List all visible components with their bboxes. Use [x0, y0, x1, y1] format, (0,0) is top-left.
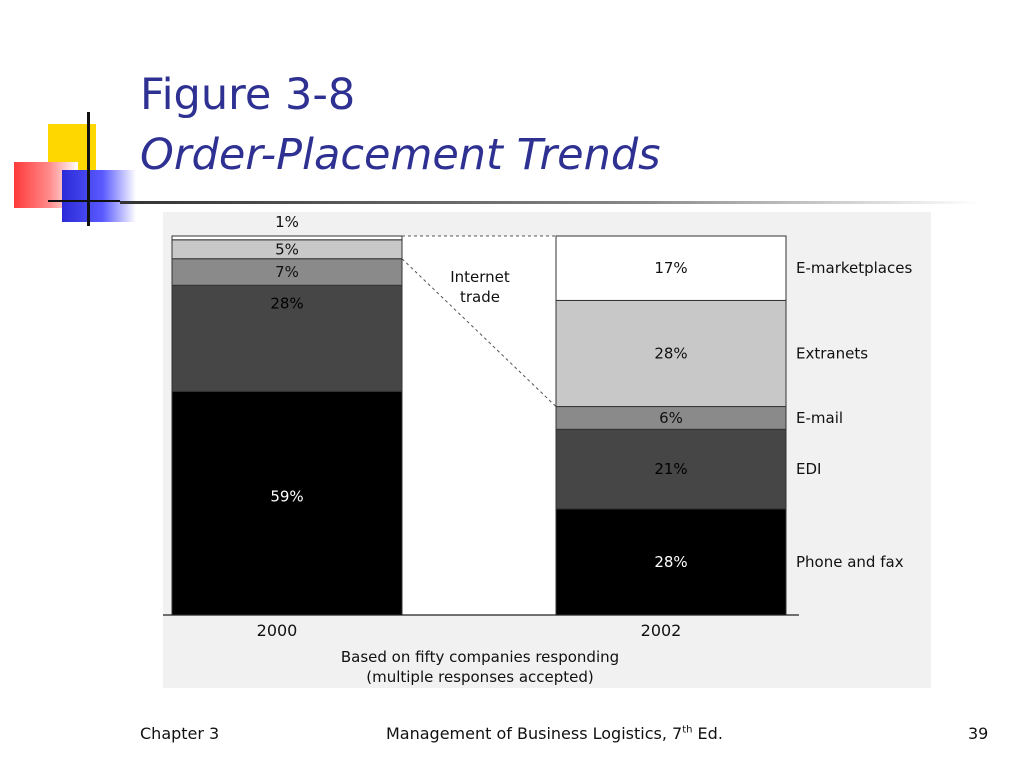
- data-label-2000-email: 7%: [275, 263, 299, 281]
- chart-note-line2: (multiple responses accepted): [366, 668, 594, 686]
- annotation-internet-trade: Internet trade: [450, 268, 510, 306]
- data-label-2002-e-marketplaces: 17%: [654, 259, 687, 277]
- data-label-2002-edi: 21%: [654, 460, 687, 478]
- title-underline: [120, 201, 980, 204]
- bar-2000-edi: [171, 284, 403, 392]
- footer-book-text: Management of Business Logistics, 7: [386, 724, 683, 743]
- bar-2002-e-marketplaces: [555, 235, 787, 301]
- legend-label-extranets: Extranets: [796, 344, 868, 362]
- data-label-2000-emarketplaces: 1%: [275, 213, 299, 231]
- decor-blue-square: [62, 170, 136, 222]
- data-label-2000-phone-fax: 59%: [270, 487, 303, 505]
- footer-chapter: Chapter 3: [140, 724, 220, 743]
- bar-2000-e-marketplaces: [171, 235, 403, 241]
- data-label-2000-edi: 28%: [270, 294, 303, 312]
- footer-book-sup: th: [682, 724, 693, 736]
- x-tick-label-2002: 2002: [641, 621, 682, 640]
- footer-page-number: 39: [968, 724, 989, 743]
- decor-vertical-line: [87, 112, 90, 226]
- footer-book-title: Management of Business Logistics, 7th Ed…: [386, 724, 723, 743]
- bar-2002-extranets: [555, 299, 787, 408]
- bar-2002-edi: [555, 428, 787, 510]
- slide-subtitle: Order-Placement Trends: [140, 130, 661, 180]
- data-label-2002-phone-and-fax: 28%: [654, 553, 687, 571]
- chart-note-line1: Based on fifty companies responding: [341, 648, 619, 666]
- legend-label-phone-and-fax: Phone and fax: [796, 553, 904, 571]
- decor-short-line: [48, 200, 120, 202]
- bar-2000-phone-and-fax: [171, 390, 403, 616]
- slide-title: Figure 3-8: [140, 70, 356, 120]
- stacked-bar-chart: 59% 28% 7% 5% 1% 28% 21% 6% 28% 17% Phone and fax E…: [163, 213, 912, 686]
- legend-label-edi: EDI: [796, 460, 821, 478]
- data-label-2002-extranets: 28%: [654, 344, 687, 362]
- legend-label-e-mail: E-mail: [796, 409, 843, 427]
- footer-book-suffix: Ed.: [692, 724, 723, 743]
- x-tick-label-2000: 2000: [257, 621, 298, 640]
- data-label-2000-extranets: 5%: [275, 240, 299, 258]
- chart-area: 59% 28% 7% 5% 1% 28% 21% 6% 28% 17% Phone and fax E…: [163, 212, 931, 688]
- legend-label-e-marketplaces: E-marketplaces: [796, 259, 912, 277]
- data-label-2002-e-mail: 6%: [659, 409, 683, 427]
